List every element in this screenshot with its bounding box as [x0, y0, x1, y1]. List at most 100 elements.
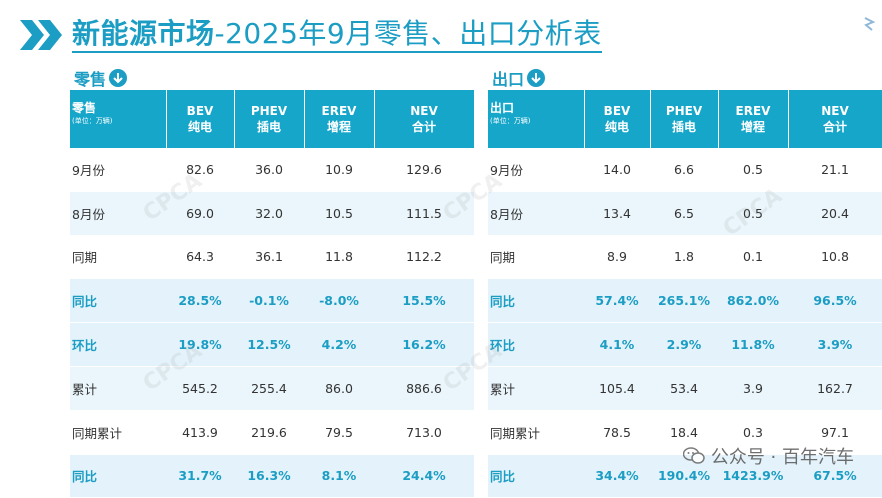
- row-label: 同期: [488, 235, 584, 280]
- table-row: 同期 64.3 36.1 11.8 112.2: [70, 235, 474, 280]
- row-label: 同比: [70, 454, 166, 498]
- table-cell: 545.2: [166, 366, 234, 411]
- col-line1: BEV: [603, 104, 631, 118]
- retail-col-erev: EREV 增程: [304, 90, 375, 148]
- table-cell: 112.2: [374, 235, 474, 280]
- table-cell: 69.0: [166, 191, 234, 236]
- table-cell: 11.8%: [718, 322, 788, 367]
- table-cell: 32.0: [234, 191, 304, 236]
- arrow-down-circle-icon: [527, 69, 546, 87]
- arrow-down-circle-icon: [109, 69, 128, 87]
- corner-logo-icon: [862, 16, 876, 32]
- col-line2: 纯电: [187, 120, 212, 134]
- col-line2: 增程: [326, 120, 351, 134]
- row-label: 同期: [70, 235, 166, 280]
- row-label: 9月份: [488, 148, 584, 192]
- retail-section-label: 零售: [74, 66, 128, 90]
- page-header: 新能源市场-2025年9月零售、出口分析表: [18, 14, 602, 56]
- table-cell: 36.1: [234, 235, 304, 280]
- retail-col-phev: PHEV 插电: [234, 90, 305, 148]
- col-line2: 纯电: [604, 120, 629, 134]
- table-cell: 97.1: [788, 410, 882, 455]
- table-cell: 4.1%: [584, 322, 650, 367]
- table-cell: 11.8: [304, 235, 374, 280]
- table-cell: 34.4%: [584, 454, 650, 498]
- table-row: 同比 28.5% -0.1% -8.0% 15.5%: [70, 278, 474, 324]
- table-row: 8月份 69.0 32.0 10.5 111.5: [70, 191, 474, 236]
- title-bold: 新能源市场: [72, 17, 215, 50]
- table-row: 同比 57.4% 265.1% 862.0% 96.5%: [488, 278, 882, 324]
- table-cell: -0.1%: [234, 278, 304, 324]
- retail-table-body: 9月份 82.6 36.0 10.9 129.6 8月份 69.0 32.0 10.5 111.5…: [70, 148, 474, 498]
- col-line2: 插电: [671, 120, 696, 134]
- table-cell: 219.6: [234, 410, 304, 455]
- table-cell: 862.0%: [718, 278, 788, 324]
- wechat-icon: [682, 447, 705, 465]
- export-section-label: 出口: [492, 66, 546, 90]
- table-cell: 4.2%: [304, 322, 374, 367]
- export-table: 出口 (单位：万辆) BEV 纯电 PHEV 插电 EREV 增程 NEV 合计 9月份 1…: [488, 90, 882, 498]
- table-cell: 31.7%: [166, 454, 234, 498]
- table-cell: 0.5: [718, 191, 788, 236]
- table-row: 环比 19.8% 12.5% 4.2% 16.2%: [70, 322, 474, 367]
- retail-header-label-cell: 零售 (单位：万辆): [70, 90, 167, 148]
- retail-table: 零售 (单位：万辆) BEV 纯电 PHEV 插电 EREV 增程 NEV 合计 9月份 8…: [70, 90, 475, 498]
- row-label: 8月份: [70, 191, 166, 236]
- table-cell: 1.8: [650, 235, 718, 280]
- export-col-erev: EREV 增程: [718, 90, 789, 148]
- table-cell: 18.4: [650, 410, 718, 455]
- export-section-text: 出口: [492, 70, 525, 89]
- export-col-phev: PHEV 插电: [650, 90, 719, 148]
- double-chevron-icon: [18, 17, 72, 53]
- wechat-account-watermark: 公众号 · 百年汽车: [682, 443, 854, 469]
- table-cell: 3.9%: [788, 322, 882, 367]
- col-line1: BEV: [186, 104, 214, 118]
- table-cell: 8.1%: [304, 454, 374, 498]
- row-label: 累计: [488, 366, 584, 411]
- title-rest: -2025年9月零售、出口分析表: [214, 17, 602, 50]
- table-cell: 265.1%: [650, 278, 718, 324]
- table-cell: 13.4: [584, 191, 650, 236]
- table-row: 环比 4.1% 2.9% 11.8% 3.9%: [488, 322, 882, 367]
- col-line2: 增程: [740, 120, 765, 134]
- table-cell: 255.4: [234, 366, 304, 411]
- col-line2: 合计: [411, 120, 436, 134]
- table-row: 同比 31.7% 16.3% 8.1% 24.4%: [70, 454, 474, 498]
- table-cell: 15.5%: [374, 278, 474, 324]
- table-cell: 10.5: [304, 191, 374, 236]
- table-cell: 105.4: [584, 366, 650, 411]
- table-cell: 6.5: [650, 191, 718, 236]
- row-label: 环比: [488, 322, 584, 367]
- row-label: 9月份: [70, 148, 166, 192]
- table-cell: 21.1: [788, 148, 882, 192]
- table-cell: 0.1: [718, 235, 788, 280]
- table-cell: 82.6: [166, 148, 234, 192]
- wechat-account-name: 公众号 · 百年汽车: [710, 447, 854, 468]
- export-header-label-cell: 出口 (单位：万辆): [488, 90, 585, 148]
- row-label: 同比: [488, 454, 584, 498]
- row-label: 同期累计: [70, 410, 166, 455]
- retail-col-bev: BEV 纯电: [166, 90, 235, 148]
- export-header-label: 出口: [490, 101, 515, 115]
- page-title: 新能源市场-2025年9月零售、出口分析表: [72, 17, 602, 53]
- table-cell: 96.5%: [788, 278, 882, 324]
- retail-header-unit: (单位：万辆): [72, 117, 113, 125]
- table-row: 9月份 14.0 6.6 0.5 21.1: [488, 148, 882, 192]
- table-cell: 53.4: [650, 366, 718, 411]
- table-cell: 24.4%: [374, 454, 474, 498]
- table-cell: 0.5: [718, 148, 788, 192]
- table-row: 8月份 13.4 6.5 0.5 20.4: [488, 191, 882, 236]
- table-row: 同期累计 413.9 219.6 79.5 713.0: [70, 410, 474, 455]
- export-table-body: 9月份 14.0 6.6 0.5 21.1 8月份 13.4 6.5 0.5 20.4 同期 8.9 1…: [488, 148, 882, 498]
- table-cell: 3.9: [718, 366, 788, 411]
- table-row: 同期累计 78.5 18.4 0.3 97.1: [488, 410, 882, 455]
- row-label: 环比: [70, 322, 166, 367]
- table-row: 同期 8.9 1.8 0.1 10.8: [488, 235, 882, 280]
- table-cell: 162.7: [788, 366, 882, 411]
- col-line2: 合计: [822, 120, 847, 134]
- table-row: 9月份 82.6 36.0 10.9 129.6: [70, 148, 474, 192]
- export-header-unit: (单位：万辆): [490, 117, 531, 125]
- row-label: 累计: [70, 366, 166, 411]
- table-cell: 79.5: [304, 410, 374, 455]
- table-row: 累计 105.4 53.4 3.9 162.7: [488, 366, 882, 411]
